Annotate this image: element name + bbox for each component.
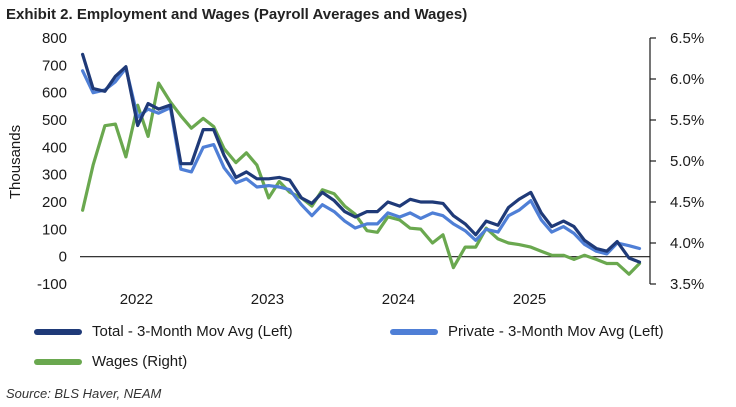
- source-note: Source: BLS Haver, NEAM: [6, 386, 162, 401]
- left-tick-label: -100: [37, 276, 67, 293]
- right-tick-label: 6.0%: [670, 71, 704, 88]
- right-tick-label: 5.0%: [670, 153, 704, 170]
- left-tick-label: 800: [42, 30, 67, 47]
- left-tick-label: 700: [42, 57, 67, 74]
- chart-title: Exhibit 2. Employment and Wages (Payroll…: [6, 6, 468, 23]
- y-axis-title: Thousands: [7, 125, 24, 199]
- right-tick-label: 3.5%: [670, 276, 704, 293]
- x-tick-label: 2025: [513, 291, 546, 308]
- right-tick-label: 6.5%: [670, 30, 704, 47]
- left-tick-label: 300: [42, 167, 67, 184]
- x-tick-label: 2022: [120, 291, 153, 308]
- right-tick-label: 4.5%: [670, 194, 704, 211]
- left-tick-label: 0: [59, 249, 67, 266]
- x-tick-label: 2024: [382, 291, 415, 308]
- series-line-total: [80, 52, 642, 264]
- left-tick-label: 400: [42, 139, 67, 156]
- left-tick-label: 200: [42, 194, 67, 211]
- series-line-wages: [80, 81, 642, 276]
- left-tick-label: 600: [42, 85, 67, 102]
- right-tick-label: 5.5%: [670, 112, 704, 129]
- left-tick-label: 500: [42, 112, 67, 129]
- x-tick-label: 2023: [251, 291, 284, 308]
- right-tick-label: 4.0%: [670, 235, 704, 252]
- left-tick-label: 100: [42, 221, 67, 238]
